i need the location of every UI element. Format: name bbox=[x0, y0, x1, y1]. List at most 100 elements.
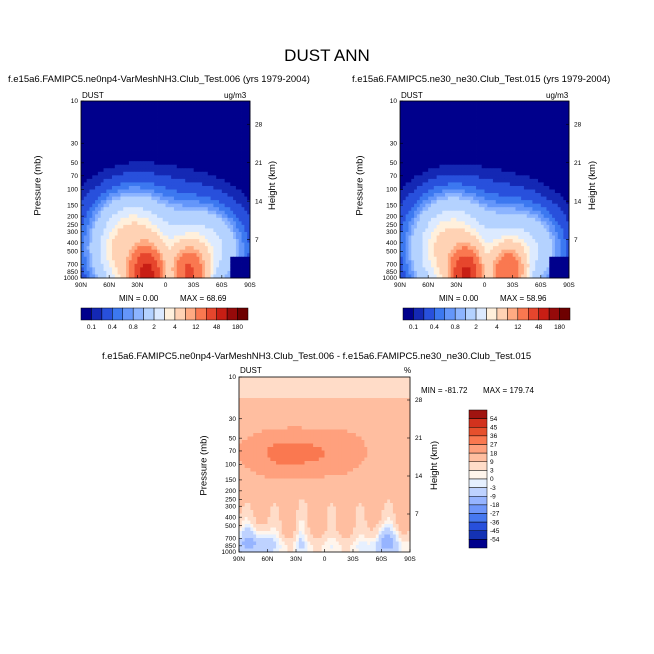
left-cell bbox=[97, 101, 102, 105]
left-cell bbox=[188, 274, 192, 279]
right-cell bbox=[498, 178, 502, 183]
left-cell bbox=[92, 274, 96, 279]
left-cell bbox=[162, 101, 166, 105]
left-cell bbox=[199, 231, 203, 236]
right-cell bbox=[467, 139, 471, 144]
right-cell bbox=[430, 157, 435, 162]
left-cell bbox=[111, 253, 116, 258]
right-cell bbox=[492, 132, 497, 137]
left-cell bbox=[216, 115, 220, 120]
left-cell bbox=[196, 175, 200, 180]
left-cell bbox=[157, 161, 161, 166]
right-cell bbox=[445, 111, 449, 116]
left-cell bbox=[216, 111, 220, 116]
right-cell bbox=[436, 125, 440, 130]
left-cell bbox=[238, 270, 242, 275]
right-cell bbox=[523, 111, 528, 116]
right-cell bbox=[442, 129, 446, 134]
left-cell bbox=[227, 242, 231, 247]
left-cell bbox=[238, 168, 242, 173]
left-cell bbox=[173, 224, 178, 229]
left-cell bbox=[89, 154, 93, 159]
left-cell bbox=[92, 115, 96, 120]
left-cell bbox=[126, 221, 130, 226]
right-cell bbox=[433, 171, 438, 176]
left-cell bbox=[233, 203, 237, 208]
left-cell bbox=[131, 154, 135, 159]
right-cell bbox=[560, 101, 564, 105]
left-cell bbox=[241, 189, 245, 194]
left-cell bbox=[117, 168, 121, 173]
left-cell bbox=[219, 154, 223, 159]
left-cell bbox=[221, 178, 226, 183]
right-cell bbox=[518, 161, 522, 166]
right-cell bbox=[495, 182, 499, 187]
left-cell bbox=[140, 207, 144, 212]
left-cell bbox=[241, 239, 245, 243]
left-cell bbox=[140, 203, 144, 208]
right-cell bbox=[554, 200, 559, 205]
right-cell bbox=[498, 203, 502, 208]
right-cell bbox=[419, 132, 423, 137]
left-cell bbox=[148, 274, 152, 279]
right-cell bbox=[411, 111, 415, 116]
right-cell bbox=[408, 207, 412, 212]
right-cell bbox=[419, 108, 423, 113]
right-cell bbox=[416, 185, 421, 190]
left-cell bbox=[196, 200, 200, 205]
right-cell bbox=[535, 111, 539, 116]
right-cell bbox=[507, 182, 511, 187]
left-cell bbox=[173, 111, 178, 116]
left-cell bbox=[233, 270, 237, 275]
left-cell bbox=[83, 175, 88, 180]
left-cell bbox=[106, 246, 110, 251]
left-cell bbox=[89, 207, 93, 212]
left-cell bbox=[179, 104, 183, 109]
left-cell bbox=[168, 154, 172, 159]
right-cell bbox=[459, 168, 463, 173]
right-cell bbox=[445, 182, 449, 187]
right-cell bbox=[543, 125, 547, 130]
left-cell bbox=[179, 101, 183, 105]
left-cell bbox=[86, 249, 90, 254]
left-cell bbox=[185, 132, 189, 137]
left-cell bbox=[247, 193, 251, 197]
left-cell bbox=[126, 260, 130, 265]
right-cell bbox=[476, 203, 480, 208]
right-cell bbox=[405, 108, 409, 113]
left-cell bbox=[128, 260, 133, 265]
right-cell bbox=[498, 175, 502, 180]
left-cell bbox=[179, 178, 183, 183]
right-cell bbox=[523, 122, 528, 127]
right-cell bbox=[416, 182, 421, 187]
left-cell bbox=[157, 193, 161, 197]
left-plot: 90N 60N 30N 0 30S 60S 90S103050701001502002503… bbox=[64, 98, 263, 289]
left-cell bbox=[151, 118, 155, 123]
left-cell bbox=[83, 164, 88, 169]
left-cell bbox=[109, 111, 113, 116]
right-cell bbox=[492, 125, 497, 130]
right-cell bbox=[470, 150, 474, 155]
right-cell bbox=[470, 125, 474, 130]
left-cell bbox=[100, 200, 104, 205]
right-cell bbox=[549, 193, 553, 197]
right-cell bbox=[512, 143, 516, 148]
left-cell bbox=[145, 217, 149, 222]
right-cell bbox=[518, 171, 522, 176]
left-cell bbox=[148, 231, 152, 236]
left-ytick-label: 250 bbox=[67, 222, 78, 229]
left-cell bbox=[171, 224, 175, 229]
right-cell bbox=[445, 132, 449, 137]
left-cell bbox=[134, 228, 138, 233]
right-cell bbox=[529, 143, 533, 148]
left-cell bbox=[117, 108, 121, 113]
right-cell bbox=[521, 175, 525, 180]
left-cell bbox=[134, 161, 138, 166]
left-cell bbox=[196, 260, 200, 265]
left-cell bbox=[100, 118, 104, 123]
left-cell bbox=[238, 125, 242, 130]
right-cell bbox=[549, 210, 553, 215]
left-cell bbox=[162, 196, 166, 201]
left-cell bbox=[97, 246, 102, 251]
right-cell bbox=[526, 150, 530, 155]
